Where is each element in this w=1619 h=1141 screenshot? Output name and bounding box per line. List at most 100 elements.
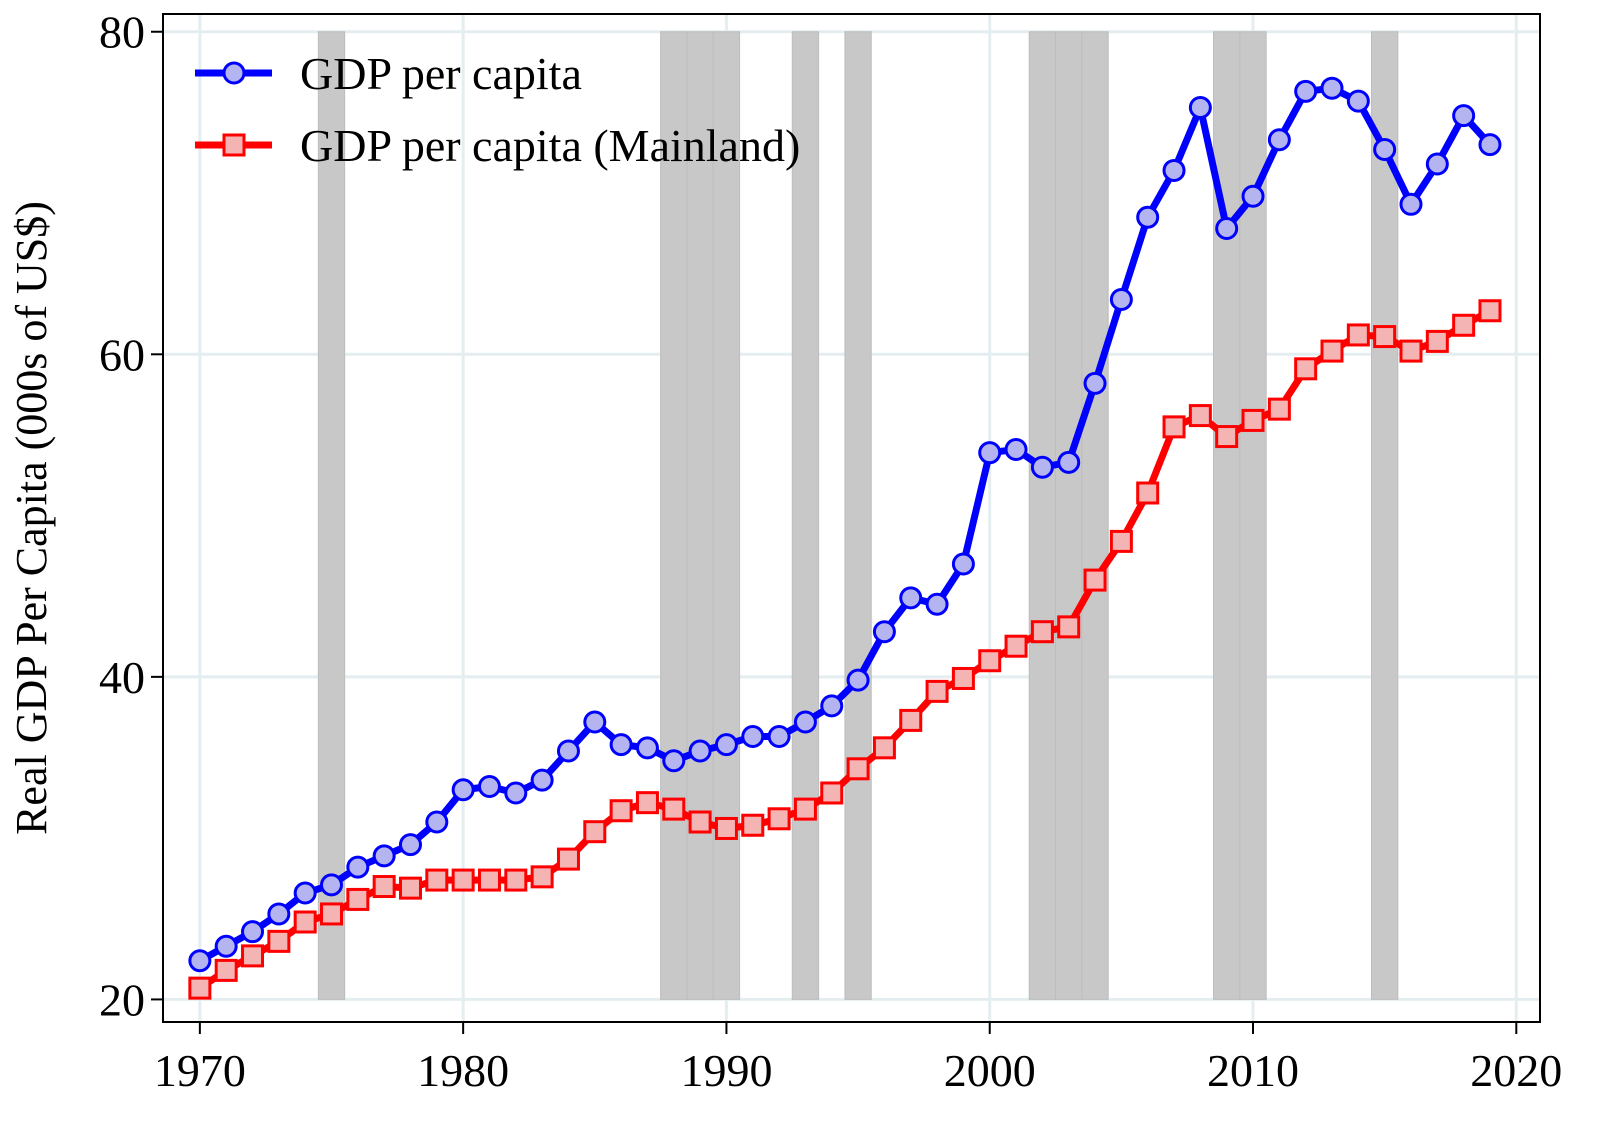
data-point [425, 868, 449, 892]
recession-band [1081, 31, 1109, 1000]
data-point [188, 976, 212, 1000]
data-point [1057, 615, 1081, 639]
data-point [635, 736, 659, 760]
data-point [372, 875, 396, 899]
data-point [1399, 192, 1423, 216]
data-point [1162, 158, 1186, 182]
legend-marker [222, 133, 246, 157]
data-point [820, 781, 844, 805]
data-point [1215, 217, 1239, 241]
data-point [609, 733, 633, 757]
data-point [1030, 455, 1054, 479]
data-point [477, 775, 501, 799]
legend-label: GDP per capita [300, 48, 582, 99]
data-point [1004, 634, 1028, 658]
x-tick-label: 1980 [417, 1045, 509, 1096]
data-point [1294, 79, 1318, 103]
data-point [1004, 437, 1028, 461]
data-point [188, 949, 212, 973]
data-point [1241, 184, 1265, 208]
data-point [1136, 481, 1160, 505]
data-point [451, 778, 475, 802]
x-tick-label: 1990 [680, 1045, 772, 1096]
data-point [241, 944, 265, 968]
data-point [320, 902, 344, 926]
data-point [741, 725, 765, 749]
data-point [767, 725, 791, 749]
data-point [1215, 425, 1239, 449]
data-point [372, 844, 396, 868]
data-point [530, 768, 554, 792]
data-point [556, 847, 580, 871]
data-point [635, 791, 659, 815]
data-point [1425, 152, 1449, 176]
data-point [793, 797, 817, 821]
data-point [556, 739, 580, 763]
data-point [530, 865, 554, 889]
data-point [688, 739, 712, 763]
data-point [978, 441, 1002, 465]
data-point [1057, 450, 1081, 474]
x-tick-label: 2010 [1207, 1045, 1299, 1096]
data-point [1162, 415, 1186, 439]
legend-label: GDP per capita (Mainland) [300, 120, 800, 171]
recession-band [1028, 31, 1057, 1000]
data-point [1452, 104, 1476, 128]
recession-band [1055, 31, 1083, 1000]
y-tick-label: 60 [99, 329, 145, 380]
data-point [1083, 371, 1107, 395]
data-point [425, 810, 449, 834]
recession-band [686, 31, 714, 1000]
data-point [583, 710, 607, 734]
data-point [978, 649, 1002, 673]
data-point [609, 799, 633, 823]
data-point [398, 833, 422, 857]
data-point [951, 666, 975, 690]
plot-frame [162, 13, 1541, 1023]
data-point [1241, 408, 1265, 432]
data-point [1373, 137, 1397, 161]
recession-band [844, 31, 872, 1000]
data-point [662, 797, 686, 821]
data-point [214, 958, 238, 982]
data-point [1399, 339, 1423, 363]
recession-band [1370, 31, 1399, 1000]
data-point [951, 552, 975, 576]
data-point [820, 694, 844, 718]
data-point [504, 868, 528, 892]
data-point [899, 586, 923, 610]
x-tick-label: 1970 [154, 1045, 246, 1096]
data-point [1083, 568, 1107, 592]
data-point [451, 868, 475, 892]
data-point [1320, 76, 1344, 100]
data-point [662, 749, 686, 773]
data-point [320, 873, 344, 897]
legend-marker [222, 61, 246, 85]
data-point [767, 807, 791, 831]
data-point [1267, 128, 1291, 152]
y-axis-label: Real GDP Per Capita (000s of US$) [7, 201, 56, 835]
data-point [1320, 339, 1344, 363]
data-point [398, 876, 422, 900]
legend: GDP per capita GDP per capita (Mainland) [195, 48, 800, 171]
y-tick-label: 20 [99, 974, 145, 1025]
y-tick-label: 40 [99, 652, 145, 703]
recession-band [317, 31, 346, 1000]
data-point [346, 855, 370, 879]
data-point [241, 920, 265, 944]
data-point [846, 757, 870, 781]
data-point [925, 679, 949, 703]
data-point [267, 929, 291, 953]
data-point [1109, 529, 1133, 553]
data-point [872, 736, 896, 760]
data-point [214, 934, 238, 958]
data-point [899, 708, 923, 732]
data-point [504, 781, 528, 805]
data-point [1373, 325, 1397, 349]
data-point [1452, 313, 1476, 337]
series-group [188, 76, 1502, 1000]
data-point [477, 868, 501, 892]
data-point [1030, 620, 1054, 644]
data-point [1478, 133, 1502, 157]
